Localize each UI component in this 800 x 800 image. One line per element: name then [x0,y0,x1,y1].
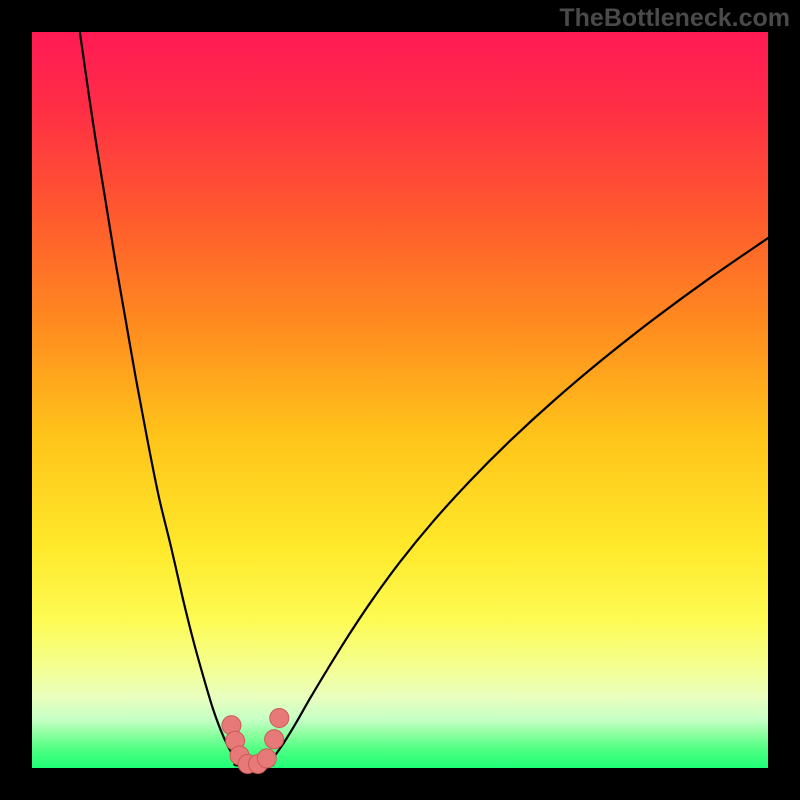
data-marker [270,708,289,727]
watermark-text: TheBottleneck.com [559,4,790,33]
bottleneck-chart [0,0,800,800]
data-marker [265,730,284,749]
gradient-background [32,32,768,768]
data-marker [257,749,276,768]
